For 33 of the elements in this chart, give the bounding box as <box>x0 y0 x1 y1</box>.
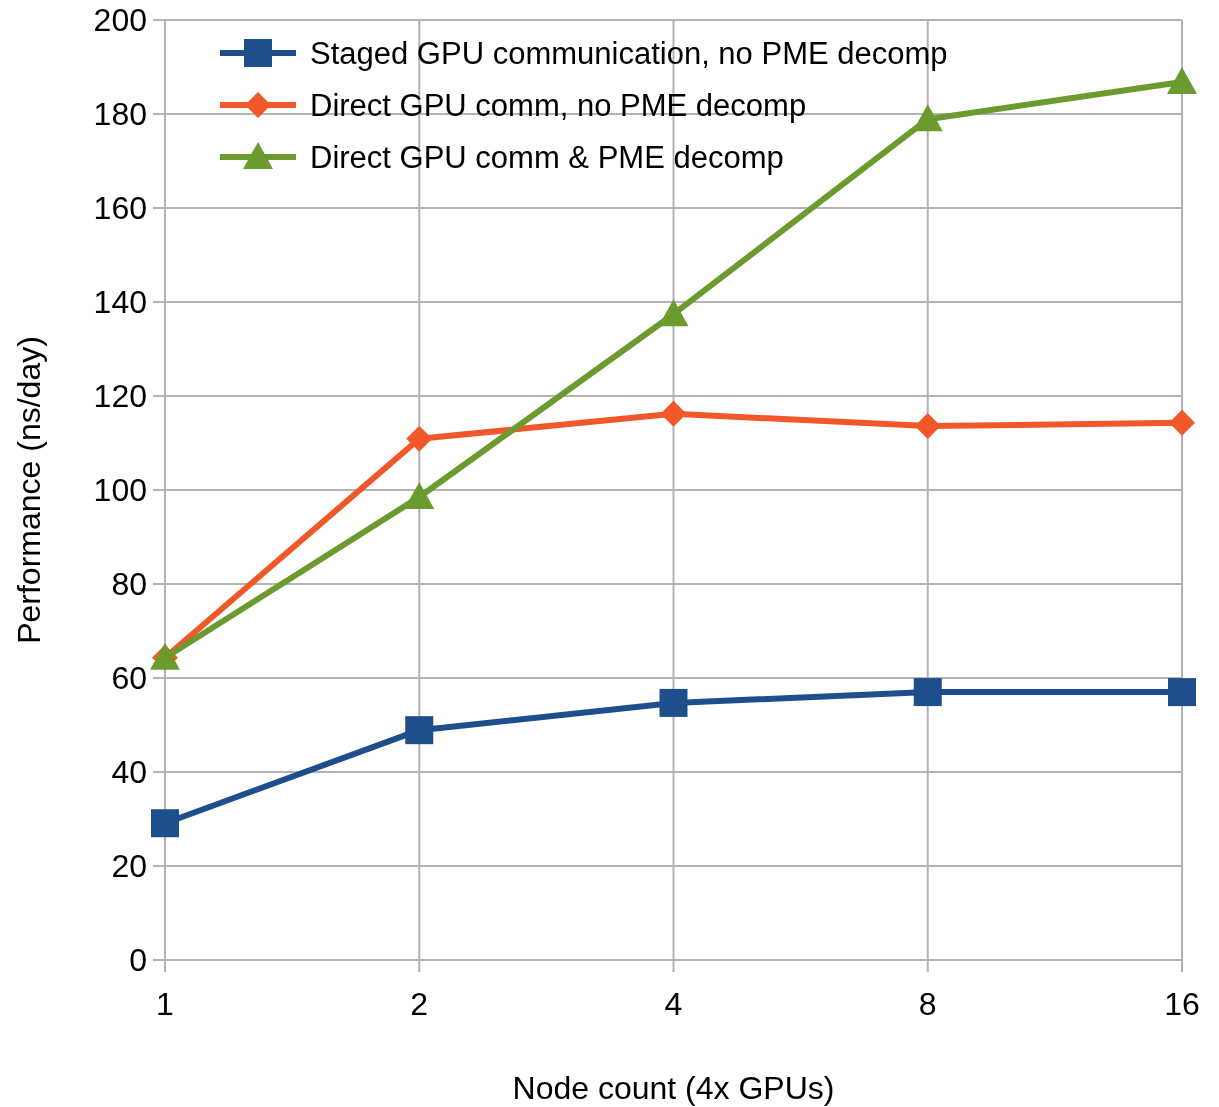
y-tick-label: 0 <box>129 942 147 979</box>
point <box>658 299 689 327</box>
point <box>151 809 179 838</box>
legend-label: Direct GPU comm & PME decomp <box>310 139 784 175</box>
x-axis-title: Node count (4x GPUs) <box>512 1070 835 1106</box>
y-tick-label: 100 <box>93 472 147 509</box>
y-tick-label: 80 <box>111 566 147 603</box>
point <box>914 413 941 440</box>
x-tick-label: 4 <box>664 986 683 1022</box>
point <box>1168 678 1196 707</box>
x-tick-label: 1 <box>156 986 174 1022</box>
point <box>1167 67 1197 95</box>
y-tick-label: 120 <box>93 378 147 415</box>
y-tick-label: 140 <box>93 284 147 321</box>
point <box>404 482 435 510</box>
legend-label: Staged GPU communication, no PME decomp <box>310 35 948 71</box>
y-tick-label: 180 <box>93 96 147 133</box>
x-tick-label: 2 <box>410 986 429 1022</box>
point <box>659 688 688 717</box>
y-tick-label: 60 <box>111 660 147 697</box>
point <box>406 425 433 452</box>
y-tick-label: 200 <box>93 2 147 39</box>
point <box>1169 409 1195 436</box>
legend-label: Direct GPU comm, no PME decomp <box>310 87 807 123</box>
point <box>913 678 942 707</box>
point <box>405 716 434 745</box>
x-tick-label: 8 <box>918 986 937 1022</box>
y-tick-label: 40 <box>111 754 147 791</box>
y-tick-label: 160 <box>93 190 147 227</box>
x-tick-label: 16 <box>1164 986 1200 1022</box>
point <box>660 400 687 427</box>
y-axis-title: Performance (ns/day) <box>11 336 47 644</box>
y-tick-label: 20 <box>111 848 147 885</box>
